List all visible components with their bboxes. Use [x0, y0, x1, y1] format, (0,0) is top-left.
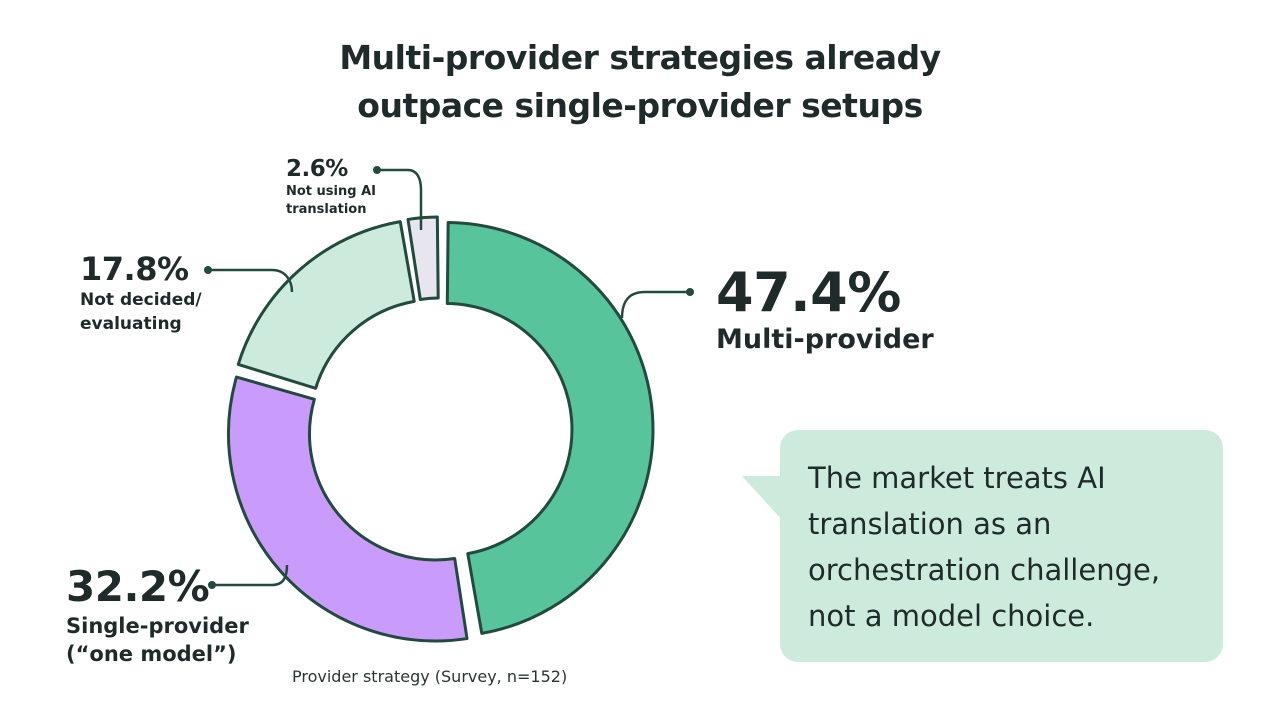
category-label: Not using AI	[286, 184, 376, 199]
donut-slice-not-using-ai-translation	[406, 215, 440, 301]
label-multi-provider: 47.4% Multi-provider	[716, 262, 934, 356]
callout-line: The market treats AI	[808, 461, 1106, 495]
category-label: Not decided/	[80, 290, 202, 310]
title-line-1: Multi-provider strategies already	[339, 38, 941, 77]
value-label: 47.4%	[716, 261, 901, 324]
value-label: 17.8%	[80, 250, 189, 288]
leader-line-not-using	[377, 168, 423, 230]
leader-dot-single-provider	[208, 581, 216, 589]
leader-dot-multi-provider	[686, 288, 694, 296]
donut-slice-multi-provider	[445, 221, 655, 635]
label-single-provider: 32.2% Single-provider (“one model”)	[66, 562, 249, 668]
title-line-2: outpace single-provider setups	[357, 86, 923, 125]
leader-dot-not-decided	[204, 266, 212, 274]
chart-caption: Provider strategy (Survey, n=152)	[292, 667, 568, 686]
category-label: Multi-provider	[716, 324, 934, 355]
callout-box	[780, 430, 1223, 662]
callout-line: not a model choice.	[808, 599, 1095, 633]
donut-slice-single-provider-one-model	[227, 375, 469, 643]
value-label: 32.2%	[66, 562, 210, 611]
category-label: (“one model”)	[66, 642, 237, 666]
leader-dot-not-using	[373, 166, 381, 174]
category-label: translation	[286, 202, 367, 217]
leader-line-single-provider	[212, 564, 289, 587]
leader-line-not-decided	[208, 268, 294, 293]
callout-text: The market treats AI translation as an o…	[808, 455, 1228, 639]
category-label: Single-provider	[66, 614, 249, 638]
callout-line: orchestration challenge,	[808, 553, 1161, 587]
label-not-using: 2.6% Not using AI translation	[286, 155, 376, 219]
leader-line-multi-provider	[620, 290, 690, 319]
chart-title: Multi-provider strategies already outpac…	[0, 34, 1280, 130]
donut-slice-not-decided-evaluating	[236, 220, 416, 390]
value-label: 2.6%	[286, 156, 348, 182]
callout-line: translation as an	[808, 507, 1052, 541]
category-label: evaluating	[80, 314, 182, 334]
label-not-decided: 17.8% Not decided/ evaluating	[80, 250, 202, 336]
